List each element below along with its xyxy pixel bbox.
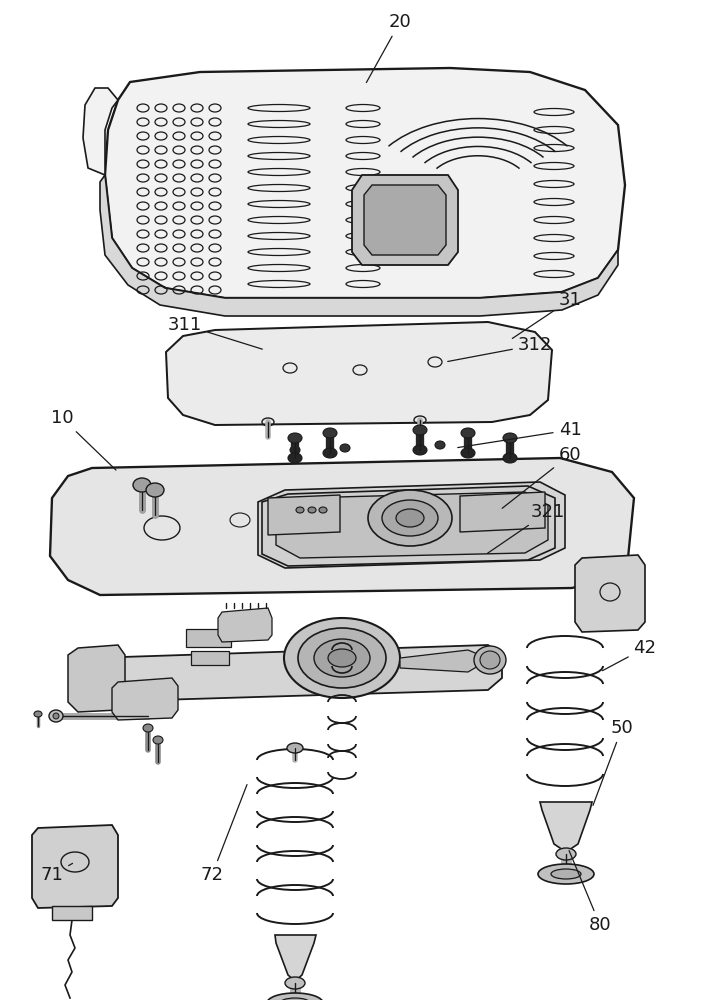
- Text: 321: 321: [487, 503, 565, 553]
- Text: 60: 60: [502, 446, 581, 508]
- Text: 311: 311: [168, 316, 263, 349]
- Ellipse shape: [323, 428, 337, 438]
- Text: 31: 31: [513, 291, 581, 338]
- Text: 10: 10: [50, 409, 116, 470]
- Ellipse shape: [146, 483, 164, 497]
- Ellipse shape: [435, 441, 445, 449]
- Ellipse shape: [296, 507, 304, 513]
- Polygon shape: [166, 322, 552, 425]
- Ellipse shape: [288, 433, 302, 443]
- Polygon shape: [105, 68, 625, 298]
- Polygon shape: [218, 608, 272, 642]
- Ellipse shape: [538, 864, 594, 884]
- Ellipse shape: [323, 448, 337, 458]
- Ellipse shape: [308, 507, 316, 513]
- Ellipse shape: [503, 433, 517, 443]
- Ellipse shape: [153, 736, 163, 744]
- Polygon shape: [364, 185, 446, 255]
- Text: 50: 50: [593, 719, 633, 805]
- Text: 71: 71: [40, 863, 72, 884]
- Text: 72: 72: [200, 785, 247, 884]
- Ellipse shape: [133, 478, 151, 492]
- Ellipse shape: [328, 649, 356, 667]
- Ellipse shape: [290, 446, 300, 454]
- Ellipse shape: [461, 448, 475, 458]
- Polygon shape: [112, 678, 178, 720]
- Text: 41: 41: [458, 421, 581, 448]
- Text: 20: 20: [366, 13, 411, 83]
- Text: 312: 312: [448, 336, 552, 361]
- Ellipse shape: [382, 500, 438, 536]
- Ellipse shape: [413, 425, 427, 435]
- Ellipse shape: [474, 646, 506, 674]
- Ellipse shape: [284, 618, 400, 698]
- Polygon shape: [262, 486, 555, 566]
- Ellipse shape: [413, 445, 427, 455]
- Ellipse shape: [34, 711, 42, 717]
- Polygon shape: [100, 175, 618, 316]
- Ellipse shape: [49, 710, 63, 722]
- Ellipse shape: [319, 507, 327, 513]
- Ellipse shape: [551, 869, 581, 879]
- Polygon shape: [68, 645, 125, 712]
- Bar: [191, 651, 229, 665]
- Polygon shape: [540, 802, 592, 852]
- Ellipse shape: [461, 428, 475, 438]
- Ellipse shape: [280, 998, 310, 1000]
- Ellipse shape: [314, 639, 370, 677]
- Ellipse shape: [298, 628, 386, 688]
- Ellipse shape: [285, 977, 305, 989]
- Polygon shape: [276, 492, 548, 558]
- Polygon shape: [575, 555, 645, 632]
- Ellipse shape: [53, 713, 59, 719]
- Ellipse shape: [287, 743, 303, 753]
- Polygon shape: [50, 458, 634, 595]
- Bar: [185, 629, 231, 647]
- Polygon shape: [400, 650, 480, 672]
- Text: 42: 42: [603, 639, 657, 671]
- Polygon shape: [52, 906, 92, 920]
- Polygon shape: [78, 645, 502, 702]
- Ellipse shape: [556, 848, 576, 860]
- Ellipse shape: [368, 490, 452, 546]
- Polygon shape: [258, 482, 565, 568]
- Polygon shape: [32, 825, 118, 908]
- Polygon shape: [352, 175, 458, 265]
- Polygon shape: [275, 935, 316, 981]
- Polygon shape: [83, 88, 118, 175]
- Ellipse shape: [143, 724, 153, 732]
- Polygon shape: [268, 495, 340, 535]
- Ellipse shape: [480, 651, 500, 669]
- Ellipse shape: [288, 453, 302, 463]
- Ellipse shape: [503, 453, 517, 463]
- Text: 80: 80: [569, 851, 611, 934]
- Polygon shape: [460, 492, 545, 532]
- Ellipse shape: [267, 993, 323, 1000]
- Ellipse shape: [340, 444, 350, 452]
- Ellipse shape: [396, 509, 424, 527]
